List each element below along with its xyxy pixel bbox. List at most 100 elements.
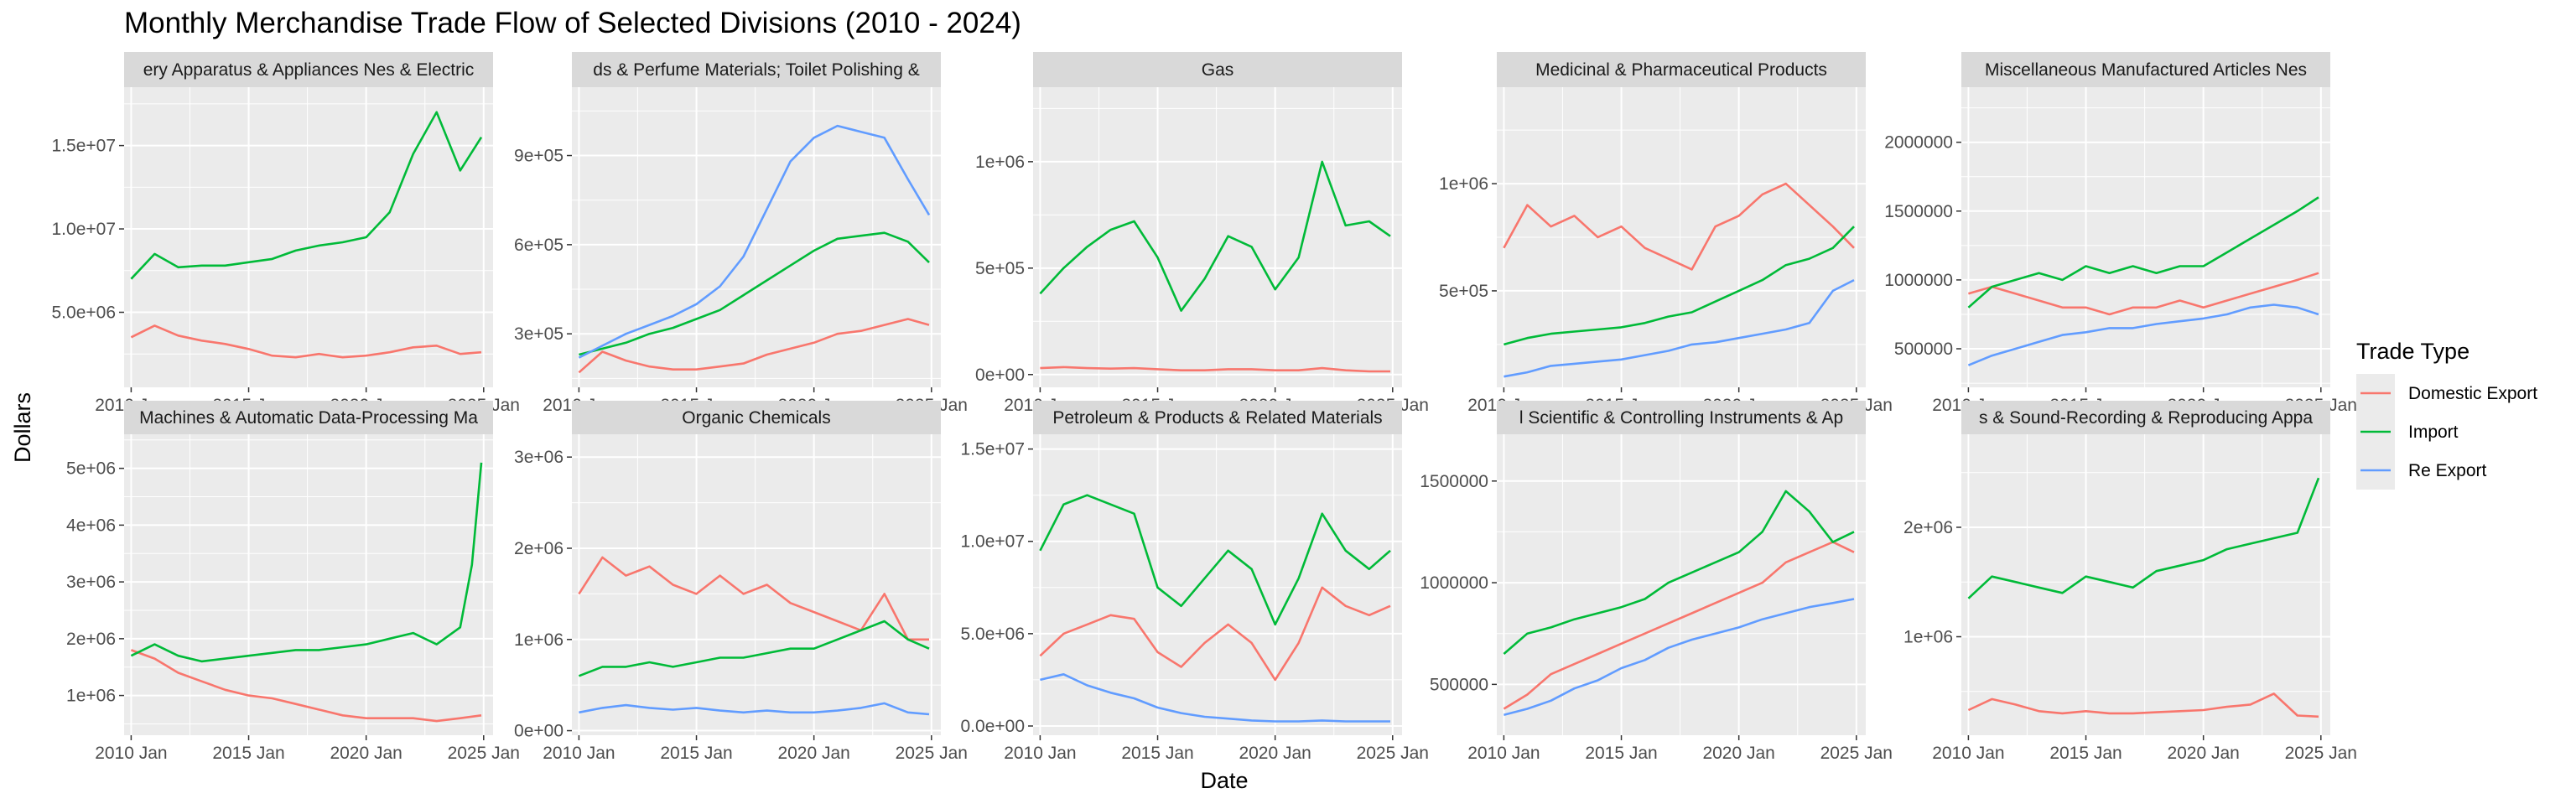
legend-title: Trade Type [2356, 339, 2470, 364]
facet-strip [1033, 401, 1402, 434]
series-line-import [130, 111, 483, 280]
y-tick-label: 1e+06 [975, 153, 1025, 172]
facet-title: ds & Perfume Materials; Toilet Polishing… [593, 60, 919, 80]
panel-background [124, 87, 493, 387]
y-tick-label: 1.0e+07 [52, 220, 117, 239]
series-line-import [130, 462, 483, 663]
x-tick-label: 2015 Jan [2049, 744, 2122, 763]
x-tick-label: 2010 Jan [1932, 744, 2004, 763]
y-tick-label: 3e+06 [514, 448, 564, 467]
series-line-import [579, 231, 930, 356]
facet-strip [1497, 401, 1866, 434]
x-tick-label: 2020 Jan [330, 744, 402, 763]
y-tick-label: 3e+06 [66, 573, 116, 592]
panel-organic-chemicals: Organic Chemicals 2010 Jan 2015 Jan 2020 Ja… [514, 401, 968, 763]
facet-strip [1497, 52, 1866, 87]
panel-background [1497, 434, 1866, 735]
series-line-domestic-export [1039, 586, 1391, 682]
x-tick-label: 2015 Jan [1585, 744, 1657, 763]
y-tick-label: 3e+05 [514, 324, 564, 344]
legend-item-domestic-export: Domestic Export [2356, 374, 2537, 412]
y-tick-label: 5.0e+06 [52, 303, 117, 323]
x-axis-title: Date [1200, 768, 1248, 793]
y-tick-label: 1e+06 [1903, 628, 1953, 647]
panel-background [1961, 87, 2330, 387]
facet-strip [572, 401, 941, 434]
panel-background [1033, 434, 1402, 735]
series-line-re-export [1504, 278, 1855, 378]
x-tick-label: 2015 Jan [212, 744, 284, 763]
facet-strip [1961, 52, 2330, 87]
y-tick-label: 5e+05 [1439, 282, 1488, 301]
panel-background [124, 434, 493, 735]
x-tick-label: 2010 Jan [1467, 744, 1540, 763]
series-line-import [1039, 160, 1391, 312]
x-tick-label: 2025 Jan [1820, 744, 1893, 763]
facet-panels: ery Apparatus & Appliances Nes & Electri… [52, 52, 2357, 763]
y-tick-label: 1.5e+07 [52, 137, 117, 156]
series-line-domestic-export [130, 649, 482, 723]
series-line-re-export [1967, 303, 2319, 366]
x-tick-label: 2025 Jan [896, 744, 968, 763]
panel-medicinal-pharmaceutical-products: Medicinal & Pharmaceutical Products2010 … [1439, 52, 1893, 415]
facet-title: ery Apparatus & Appliances Nes & Electri… [143, 60, 475, 80]
panel-machines-automatic-data-processing-ma: Machines & Automatic Data-Processing Ma 2… [66, 401, 520, 763]
x-tick-label: 2010 Jan [1004, 744, 1076, 763]
x-tick-label: 2020 Jan [2167, 744, 2239, 763]
series-line-domestic-export [578, 318, 930, 374]
y-tick-label: 5e+06 [66, 459, 116, 479]
y-tick-label: 500000 [1430, 675, 1488, 694]
x-tick-label: 2025 Jan [2285, 744, 2357, 763]
y-tick-label: 4e+06 [66, 516, 116, 535]
series-line-domestic-export [578, 556, 929, 641]
series-line-domestic-export [1503, 182, 1855, 271]
facet-strip [124, 52, 493, 87]
y-tick-label: 2e+06 [66, 630, 116, 649]
facet-title: Miscellaneous Manufactured Articles Nes [1985, 60, 2307, 80]
series-line-import [1967, 196, 2319, 309]
x-tick-label: 2015 Jan [660, 744, 732, 763]
y-tick-label: 1.5e+07 [961, 440, 1026, 459]
facet-title: Petroleum & Products & Related Materials [1052, 408, 1382, 428]
y-tick-label: 5.0e+06 [961, 625, 1026, 644]
x-tick-label: 2025 Jan [448, 744, 520, 763]
series-line-import [1503, 490, 1855, 655]
legend-item-import: Import [2356, 412, 2459, 451]
x-tick-label: 2025 Jan [1357, 744, 1429, 763]
y-tick-label: 500000 [1894, 340, 1953, 359]
facet-title: Organic Chemicals [682, 408, 830, 428]
panel-petroleum-products-related-materials: Petroleum & Products & Related Materials… [961, 401, 1429, 763]
facet-strip [124, 401, 493, 434]
y-tick-label: 2000000 [1884, 133, 1953, 153]
facet-title: l Scientific & Controlling Instruments &… [1519, 408, 1843, 428]
x-tick-label: 2010 Jan [543, 744, 615, 763]
y-tick-label: 1e+06 [514, 630, 564, 650]
panel-miscellaneous-manufactured-articles-nes: Miscellaneous Manufactured Articles Nes 2… [1884, 52, 2357, 415]
y-tick-label: 9e+05 [514, 147, 564, 166]
legend-label: Import [2408, 423, 2459, 442]
facet-title: Medicinal & Pharmaceutical Products [1535, 60, 1827, 80]
series-line-import [1504, 226, 1855, 346]
y-tick-label: 0e+00 [514, 722, 564, 741]
facet-title: s & Sound-Recording & Reproducing Appa [1979, 408, 2313, 428]
series-line-domestic-export [1040, 366, 1390, 373]
y-tick-label: 1500000 [1884, 202, 1953, 221]
x-tick-label: 2020 Jan [1702, 744, 1774, 763]
legend: Trade Type Domestic Export Import Re Export [2356, 339, 2537, 490]
y-tick-label: 2e+06 [1903, 518, 1953, 537]
y-tick-label: 0e+00 [975, 366, 1025, 385]
facet-strip [1033, 52, 1402, 87]
legend-label: Re Export [2408, 461, 2487, 480]
series-line-re-export [1504, 598, 1855, 716]
series-line-domestic-export [1967, 692, 2319, 718]
series-line-re-export [1040, 672, 1390, 723]
x-tick-label: 2020 Jan [777, 744, 849, 763]
panel-l-scientific-controlling-instruments-ap: l Scientific & Controlling Instruments &… [1420, 401, 1893, 763]
series-line-domestic-export [1968, 272, 2319, 316]
x-tick-label: 2010 Jan [95, 744, 167, 763]
panel-background [572, 434, 941, 735]
panel-background [1033, 87, 1402, 387]
